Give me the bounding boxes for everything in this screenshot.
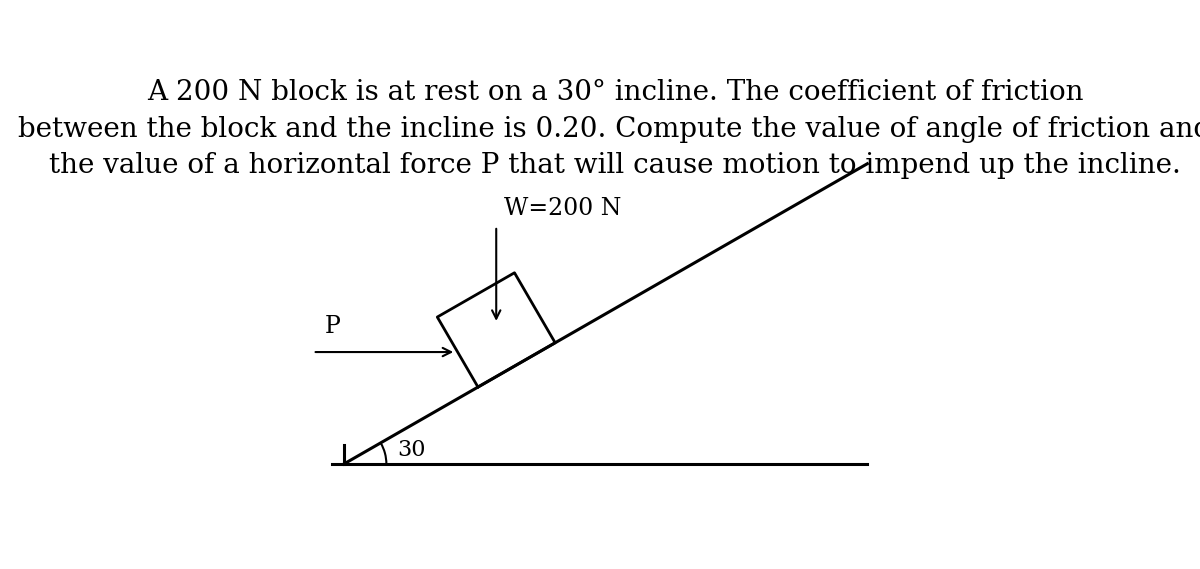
Text: 30: 30 (397, 439, 425, 461)
Text: P: P (324, 315, 341, 338)
Text: W=200 N: W=200 N (504, 197, 622, 220)
Text: A 200 N block is at rest on a 30° incline. The coefficient of friction
between t: A 200 N block is at rest on a 30° inclin… (18, 79, 1200, 179)
